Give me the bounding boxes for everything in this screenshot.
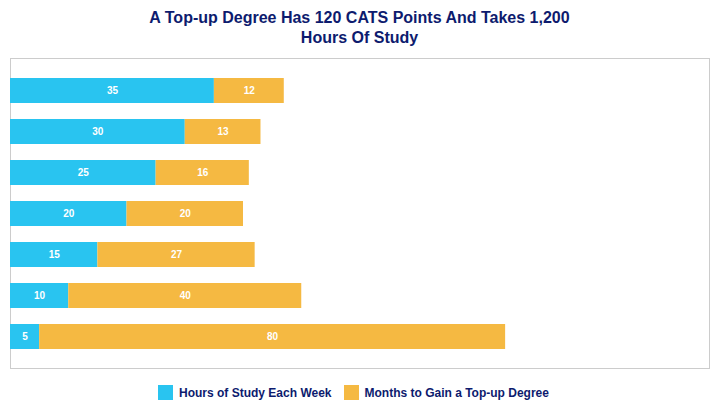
svg-text:40: 40 <box>180 290 192 301</box>
svg-text:12: 12 <box>244 85 256 96</box>
svg-text:35: 35 <box>107 85 119 96</box>
html-text:Hours of Study Each Week: Hours of Study Each Week <box>179 385 332 400</box>
svg-text:20: 20 <box>180 208 192 219</box>
html-text:Months to Gain a Top-up Degree: Months to Gain a Top-up Degree <box>364 385 549 400</box>
svg-text:13: 13 <box>218 126 230 137</box>
svg-text:20: 20 <box>63 208 75 219</box>
svg-text:80: 80 <box>267 331 279 342</box>
svg-text:30: 30 <box>92 126 104 137</box>
svg-text:25: 25 <box>78 167 90 178</box>
html-text:A Top-up Degree Has 120 CATS P: A Top-up Degree Has 120 CATS Points And … <box>149 9 570 46</box>
svg-text:16: 16 <box>197 167 209 178</box>
svg-text:5: 5 <box>22 331 28 342</box>
svg-text:10: 10 <box>34 290 46 301</box>
svg-text:27: 27 <box>171 249 183 260</box>
svg-text:15: 15 <box>49 249 61 260</box>
